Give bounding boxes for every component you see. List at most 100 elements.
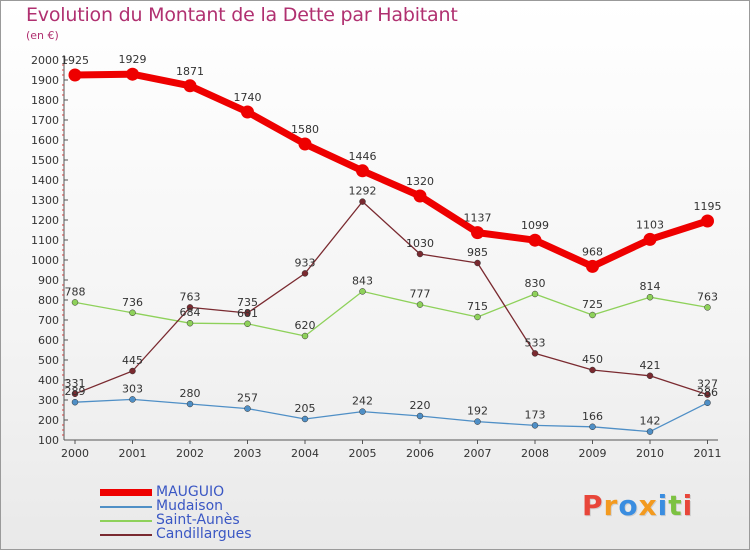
data-label: 788 xyxy=(65,285,86,298)
x-tick-label: 2008 xyxy=(521,447,549,460)
data-label: 286 xyxy=(697,386,718,399)
y-tick-label: 700 xyxy=(38,314,59,327)
logo-letter: r xyxy=(603,489,619,522)
y-tick-label: 800 xyxy=(38,294,59,307)
legend-label: Candillargues xyxy=(156,526,252,542)
data-label: 1929 xyxy=(119,53,147,66)
data-point xyxy=(183,79,197,93)
data-label: 327 xyxy=(697,378,718,391)
data-point xyxy=(244,405,251,412)
data-point xyxy=(701,214,714,228)
data-label: 681 xyxy=(237,307,258,320)
series-saint-aun-s xyxy=(71,288,711,340)
data-point xyxy=(186,319,194,327)
data-label: 736 xyxy=(122,296,143,309)
data-label: 1137 xyxy=(464,212,492,225)
data-label: 173 xyxy=(525,408,546,421)
data-point xyxy=(646,372,654,380)
x-tick-label: 2000 xyxy=(61,447,89,460)
data-point xyxy=(298,137,312,151)
data-label: 985 xyxy=(467,246,488,259)
series-mudaison xyxy=(71,396,711,435)
y-tick-label: 1700 xyxy=(31,114,59,127)
data-label: 1030 xyxy=(406,237,434,250)
data-point xyxy=(126,67,139,81)
x-tick-label: 2006 xyxy=(406,447,434,460)
logo-letter: i xyxy=(657,489,669,522)
data-label: 257 xyxy=(237,392,258,405)
data-label: 303 xyxy=(122,382,143,395)
series-mauguio xyxy=(68,67,714,273)
series-line xyxy=(71,70,711,270)
data-point xyxy=(359,408,366,415)
y-tick-label: 100 xyxy=(38,434,59,447)
data-point xyxy=(416,412,424,420)
y-tick-label: 1600 xyxy=(31,134,59,147)
data-label: 450 xyxy=(582,353,603,366)
data-label: 242 xyxy=(352,395,373,408)
data-label: 142 xyxy=(640,415,661,428)
data-label: 445 xyxy=(122,354,143,367)
data-point xyxy=(356,164,369,178)
y-tick-label: 1800 xyxy=(31,94,59,107)
data-point xyxy=(704,391,711,398)
data-point xyxy=(474,313,481,321)
logo-letter: i xyxy=(682,489,694,522)
legend-swatch xyxy=(100,534,152,536)
data-label: 1925 xyxy=(61,54,89,67)
data-label: 830 xyxy=(525,277,546,290)
data-point xyxy=(71,390,79,398)
x-tick-label: 2001 xyxy=(119,447,147,460)
data-label: 933 xyxy=(295,256,316,269)
y-tick-label: 400 xyxy=(38,374,59,387)
data-point xyxy=(359,198,366,205)
data-point xyxy=(186,400,194,408)
data-point xyxy=(589,423,596,431)
data-point xyxy=(531,290,539,298)
y-tick-label: 1300 xyxy=(31,194,59,207)
y-tick-label: 1100 xyxy=(31,234,59,247)
data-label: 1292 xyxy=(349,185,377,198)
data-point xyxy=(416,250,424,258)
data-label: 735 xyxy=(237,296,258,309)
chart-subtitle: (en €) xyxy=(26,29,59,42)
line-chart: 100 200 300 400 500 600 700 800 900 1000 1100 1200 1… xyxy=(31,53,722,460)
data-point xyxy=(71,398,79,406)
series-line xyxy=(74,290,709,337)
data-label: 684 xyxy=(180,306,201,319)
data-point xyxy=(416,301,424,308)
data-label: 814 xyxy=(640,280,661,293)
data-label: 220 xyxy=(410,399,431,412)
data-point xyxy=(301,332,309,340)
data-point xyxy=(643,232,657,246)
data-point xyxy=(471,226,484,240)
data-point xyxy=(301,270,309,277)
data-label: 1740 xyxy=(234,91,262,104)
logo-letter: t xyxy=(668,489,683,522)
data-label: 1580 xyxy=(291,123,319,136)
y-tick-label: 2000 xyxy=(31,54,59,67)
x-tick-label: 2005 xyxy=(349,447,377,460)
data-point xyxy=(301,415,309,423)
data-point xyxy=(646,293,654,301)
data-label: 763 xyxy=(697,290,718,303)
series-line xyxy=(74,398,709,433)
data-point xyxy=(68,68,82,82)
data-point xyxy=(646,428,654,435)
logo-letter: x xyxy=(638,489,658,522)
data-point xyxy=(244,320,251,328)
data-point xyxy=(129,309,136,317)
data-label: 843 xyxy=(352,274,373,287)
y-tick-label: 1500 xyxy=(31,154,59,167)
legend-label: MAUGUIO xyxy=(156,484,225,500)
x-tick-label: 2011 xyxy=(694,447,722,460)
data-point xyxy=(129,367,136,375)
axes: 100 200 300 400 500 600 700 800 900 1000 1100 1200 1… xyxy=(31,54,722,460)
data-point xyxy=(704,399,711,407)
y-tick-label: 500 xyxy=(38,354,59,367)
series-layer xyxy=(68,67,714,435)
legend-swatch xyxy=(100,520,152,522)
data-point xyxy=(589,366,596,374)
